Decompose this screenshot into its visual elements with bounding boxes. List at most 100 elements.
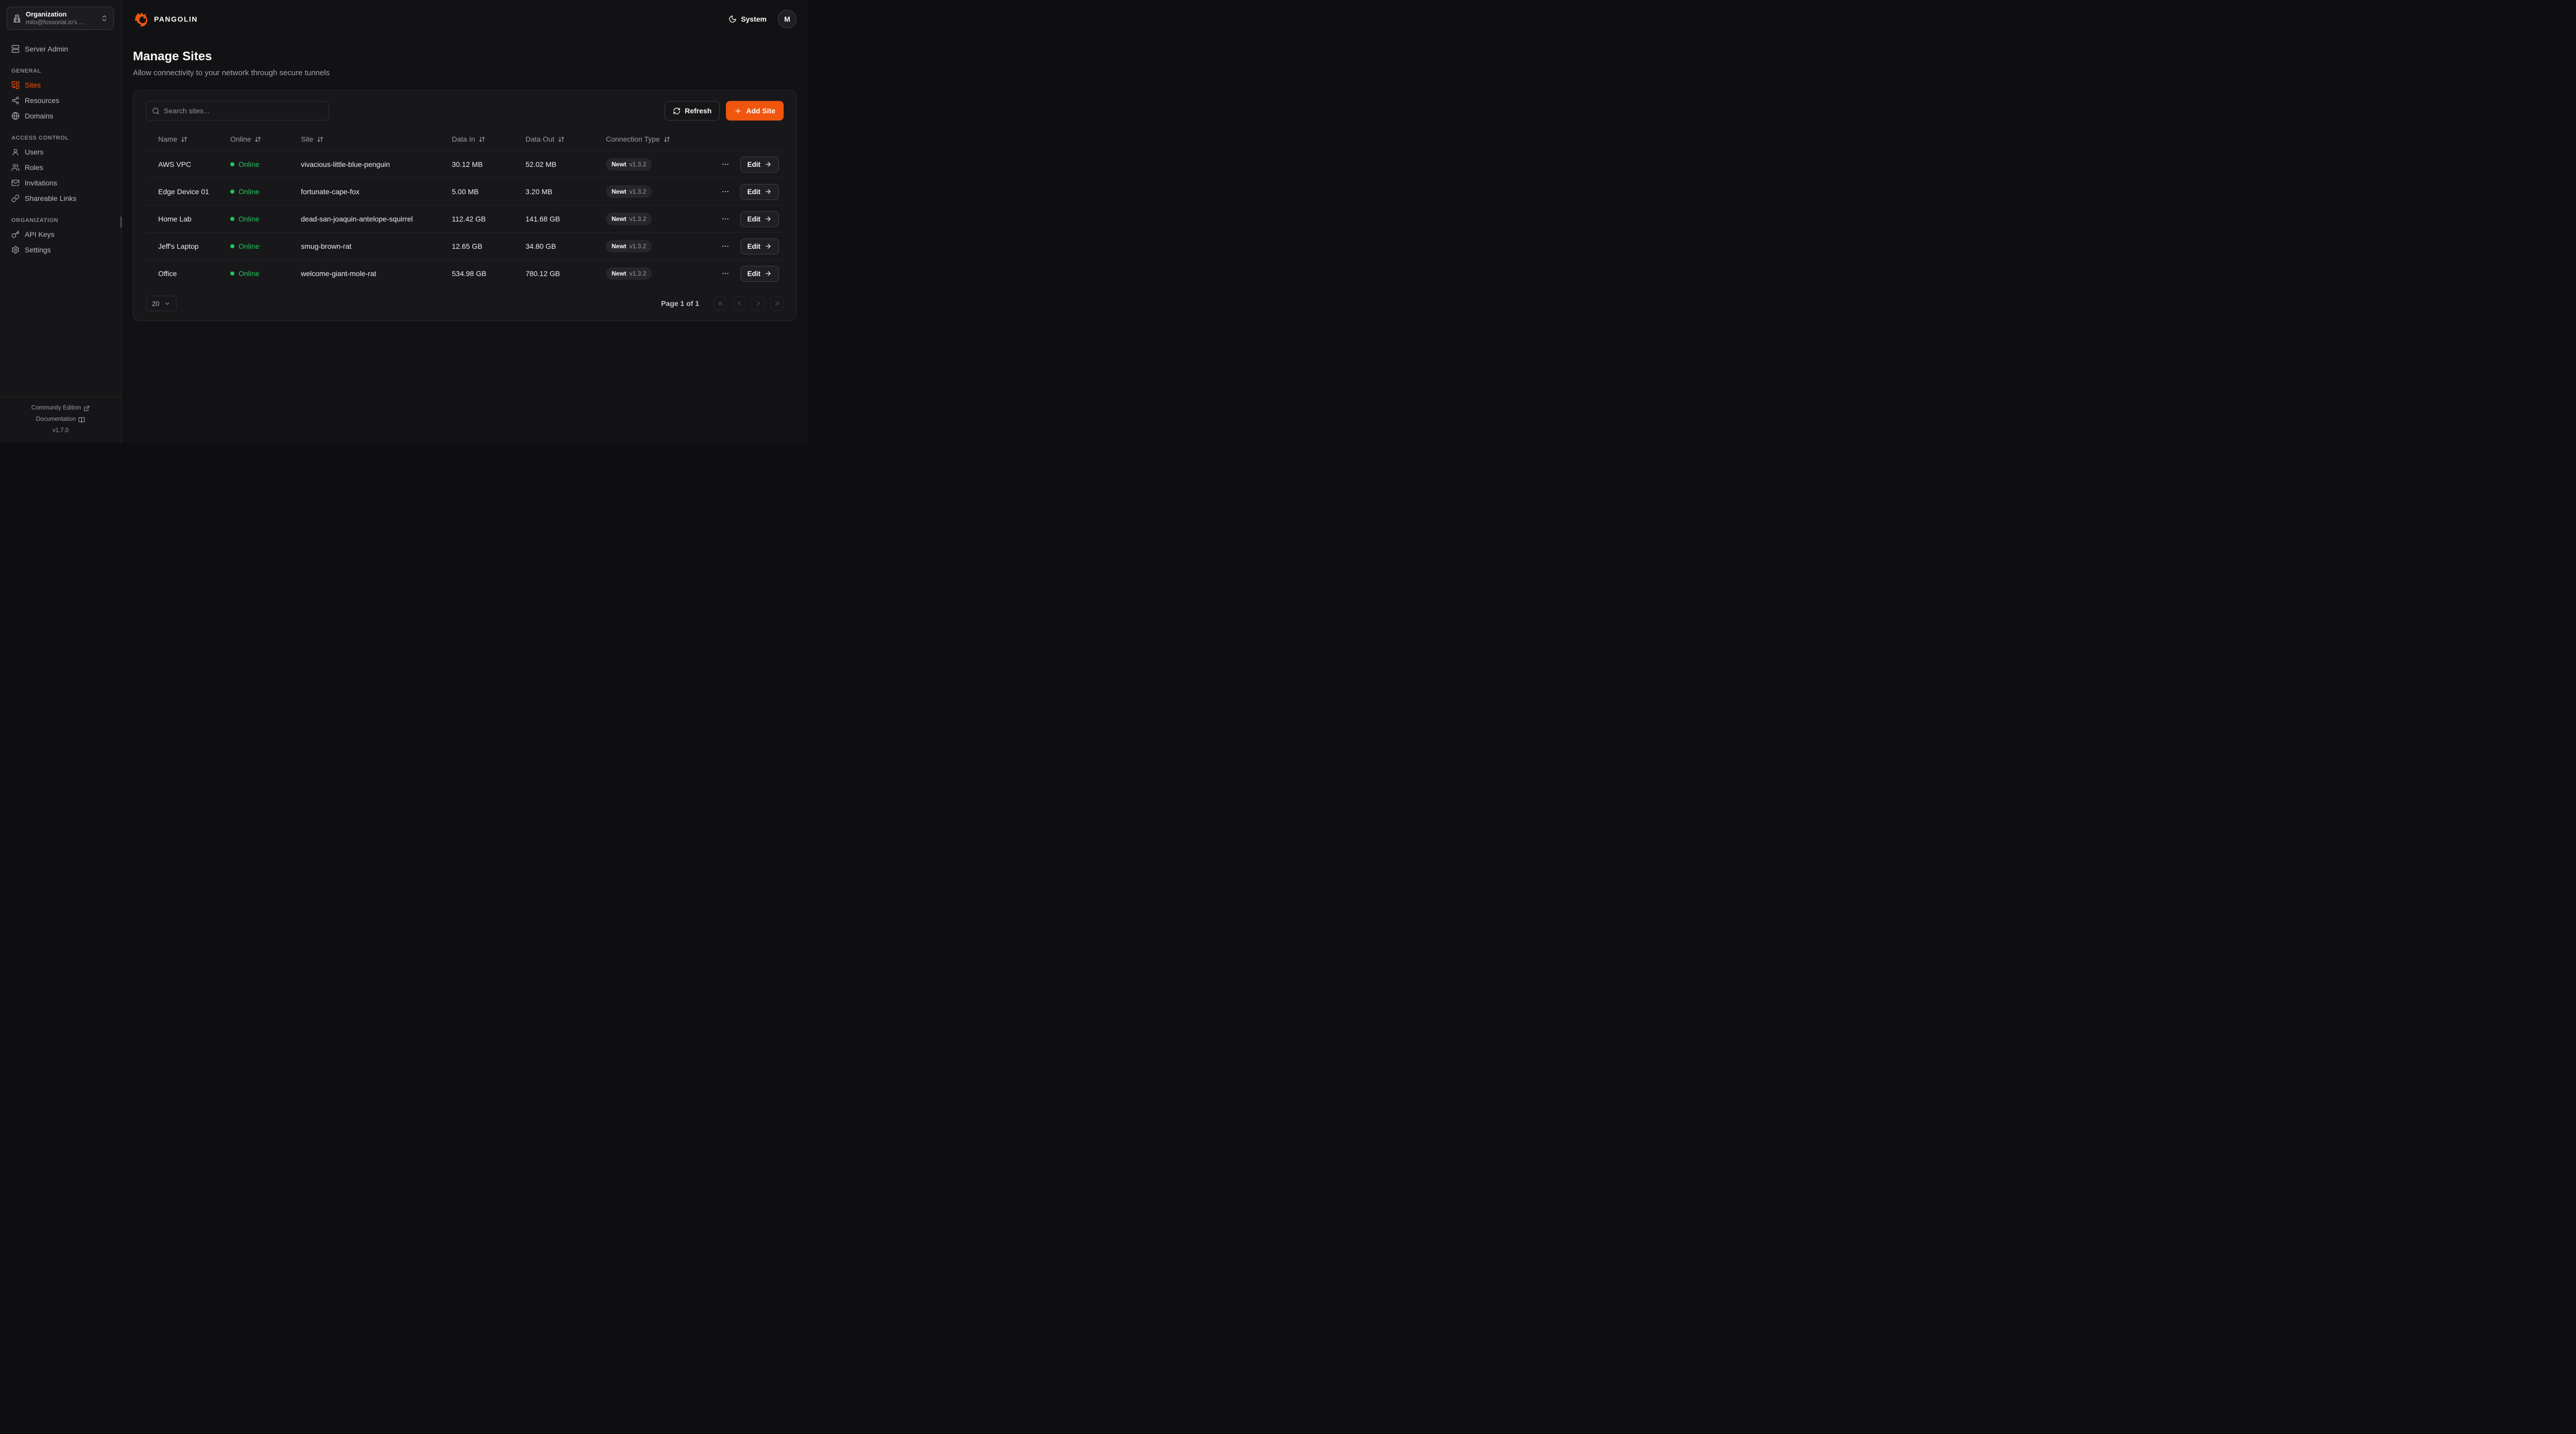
sidebar-item-users[interactable]: Users [7,144,114,160]
table-header-row: Name Online Site Data In [146,128,784,150]
arrow-right-icon [765,270,772,277]
column-header-name[interactable]: Name [146,135,230,143]
data-out-value: 141.68 GB [526,215,560,223]
sidebar: Organization milo@fossorial.io's ... Ser… [0,0,122,443]
edit-button[interactable]: Edit [740,211,779,227]
sidebar-item-api-keys[interactable]: API Keys [7,227,114,242]
column-header-data-out[interactable]: Data Out [526,135,606,143]
community-edition-link[interactable]: Community Edition [4,403,117,414]
edit-button[interactable]: Edit [740,183,779,200]
sidebar-item-label: Domains [25,112,54,120]
page-size-select[interactable]: 20 [146,296,177,311]
theme-toggle[interactable]: System [728,15,767,23]
row-menu-button[interactable] [719,240,732,252]
sidebar-item-server-admin[interactable]: Server Admin [7,41,114,57]
building-icon [12,14,22,23]
site-name: AWS VPC [158,160,192,168]
gear-icon [11,246,20,254]
sidebar-item-label: Server Admin [25,45,69,53]
first-page-button[interactable] [714,296,726,311]
org-selector-label: Organization [26,10,67,18]
connection-type: Newt v1.3.2 [606,213,693,225]
avatar[interactable]: M [778,10,796,28]
table-row: Office Online welcome-giant-mole-rat 534… [146,260,784,287]
search-icon [152,107,160,115]
column-header-site[interactable]: Site [301,135,452,143]
search-input[interactable] [164,107,323,115]
online-dot-icon [230,271,234,276]
site-slug: smug-brown-rat [301,242,352,250]
share-nodes-icon [11,96,20,105]
connection-type: Newt v1.3.2 [606,240,693,252]
theme-label: System [741,15,767,23]
connection-badge: Newt v1.3.2 [606,185,652,198]
row-menu-button[interactable] [719,267,732,280]
sidebar-item-settings[interactable]: Settings [7,242,114,258]
org-selector[interactable]: Organization milo@fossorial.io's ... [7,7,114,30]
sort-icon [479,136,485,143]
arrow-right-icon [765,161,772,168]
sidebar-item-label: Roles [25,163,43,172]
add-site-button[interactable]: Add Site [726,101,784,121]
edit-button[interactable]: Edit [740,265,779,282]
site-name: Jeff's Laptop [158,242,199,250]
refresh-button[interactable]: Refresh [665,101,720,121]
org-selector-value: milo@fossorial.io's ... [26,19,84,26]
app-root: Organization milo@fossorial.io's ... Ser… [0,0,808,443]
sidebar-item-resources[interactable]: Resources [7,93,114,108]
connection-badge: Newt v1.3.2 [606,267,652,280]
external-link-icon [83,405,90,412]
sidebar-item-label: Users [25,148,44,156]
data-in-value: 12.65 GB [452,242,483,250]
sidebar-item-shareable-links[interactable]: Shareable Links [7,191,114,206]
data-out-value: 3.20 MB [526,187,553,196]
sidebar-item-invitations[interactable]: Invitations [7,175,114,191]
table-row: Edge Device 01 Online fortunate-cape-fox… [146,178,784,205]
documentation-link[interactable]: Documentation [4,414,117,425]
user-icon [11,148,20,156]
edit-button[interactable]: Edit [740,238,779,254]
online-dot-icon [230,217,234,221]
next-page-button[interactable] [752,296,765,311]
arrow-right-icon [765,243,772,250]
sidebar-resize-handle[interactable] [120,216,122,228]
arrow-right-icon [765,215,772,223]
globe-icon [11,112,20,120]
online-dot-icon [230,244,234,248]
prev-page-button[interactable] [733,296,745,311]
edit-button[interactable]: Edit [740,156,779,173]
page-title: Manage Sites [133,49,212,63]
topbar: PANGOLIN System M [133,6,796,32]
sort-icon [558,136,565,143]
connection-badge: Newt v1.3.2 [606,213,652,225]
column-header-online[interactable]: Online [230,135,301,143]
data-in-value: 5.00 MB [452,187,479,196]
online-dot-icon [230,190,234,194]
moon-icon [728,15,737,23]
site-status: Online [230,269,301,278]
row-menu-button[interactable] [719,213,732,225]
section-label-organization: ORGANIZATION [11,217,59,224]
column-header-connection-type[interactable]: Connection Type [606,135,693,143]
book-open-icon [78,417,85,423]
arrow-right-icon [765,188,772,195]
sidebar-item-sites[interactable]: Sites [7,77,114,93]
sidebar-item-domains[interactable]: Domains [7,108,114,124]
sidebar-item-roles[interactable]: Roles [7,160,114,175]
brand-name: PANGOLIN [154,15,198,23]
sites-icon [11,81,20,89]
column-header-data-in[interactable]: Data In [452,135,526,143]
sidebar-item-label: API Keys [25,230,55,238]
card-footer: 20 Page 1 of 1 [146,296,784,311]
version-label: v1.7.0 [52,428,69,434]
online-dot-icon [230,162,234,166]
sites-card: Refresh Add Site Name [133,90,796,321]
brand[interactable]: PANGOLIN [133,11,198,27]
row-menu-button[interactable] [719,158,732,170]
card-toolbar: Refresh Add Site [146,101,784,121]
sort-icon [664,136,670,143]
row-menu-button[interactable] [719,185,732,198]
last-page-button[interactable] [771,296,784,311]
data-out-value: 52.02 MB [526,160,556,168]
users-icon [11,163,20,172]
